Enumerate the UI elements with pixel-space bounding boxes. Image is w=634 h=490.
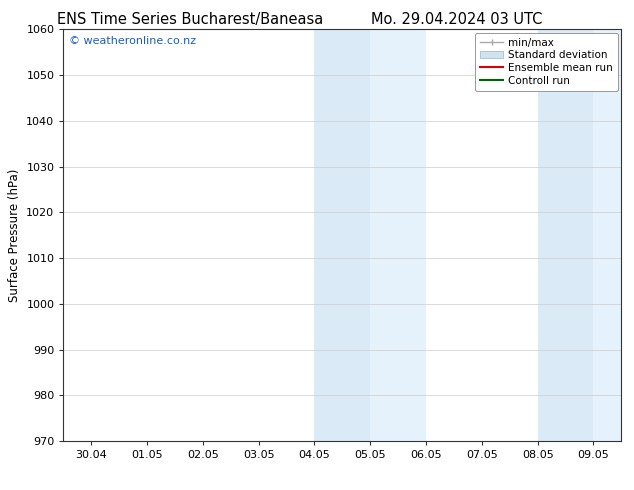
Legend: min/max, Standard deviation, Ensemble mean run, Controll run: min/max, Standard deviation, Ensemble me…: [475, 32, 618, 91]
Bar: [538, 29, 593, 441]
Bar: [370, 29, 426, 441]
Text: Mo. 29.04.2024 03 UTC: Mo. 29.04.2024 03 UTC: [371, 12, 542, 27]
Text: ENS Time Series Bucharest/Baneasa: ENS Time Series Bucharest/Baneasa: [57, 12, 323, 27]
Bar: [593, 29, 621, 441]
Text: © weatheronline.co.nz: © weatheronline.co.nz: [69, 36, 196, 46]
Y-axis label: Surface Pressure (hPa): Surface Pressure (hPa): [8, 169, 21, 302]
Bar: [314, 29, 370, 441]
